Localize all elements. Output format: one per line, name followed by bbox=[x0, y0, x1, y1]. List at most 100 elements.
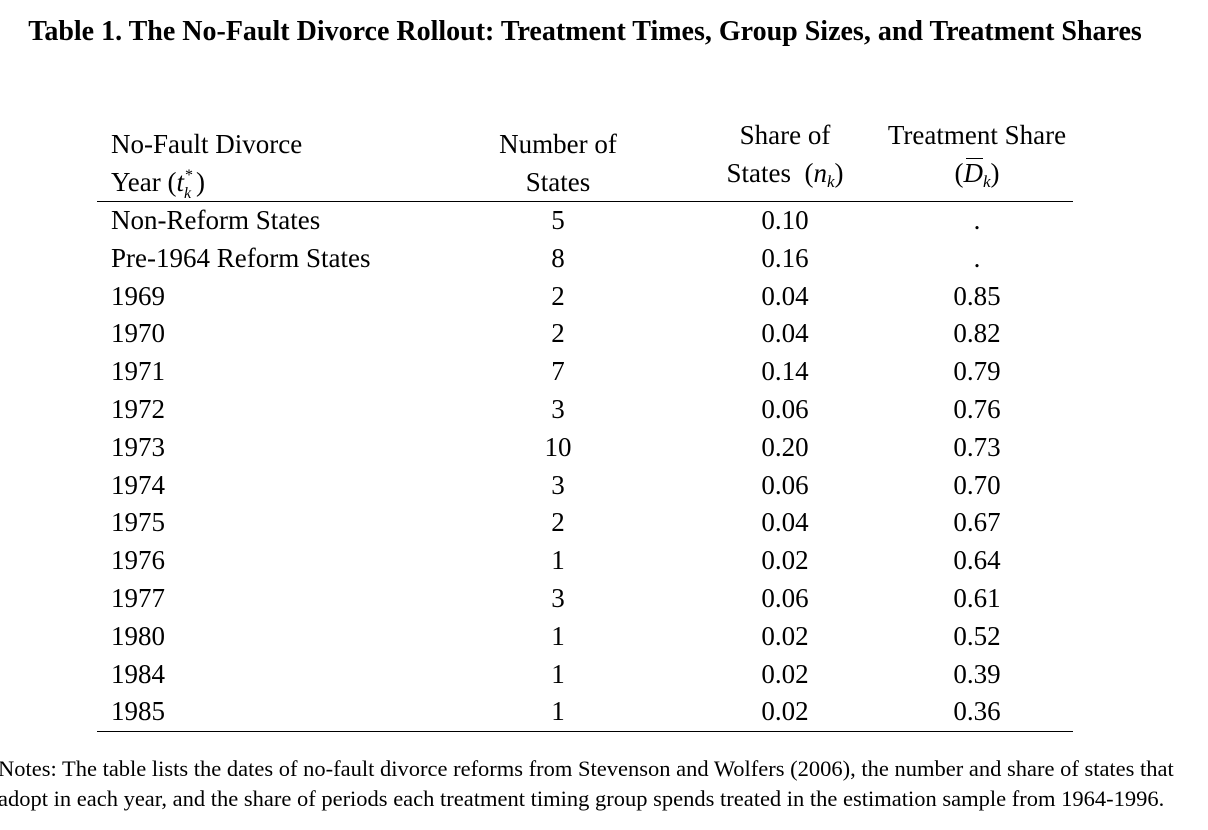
d-bar-symbol: D bbox=[963, 154, 983, 192]
row-share-cell: 0.02 bbox=[761, 545, 809, 576]
header-reform-year-close: ) bbox=[196, 167, 206, 197]
row-number-cell: 2 bbox=[551, 280, 565, 311]
row-label-cell: 1985 bbox=[97, 693, 417, 733]
row-label-cell: 1977 bbox=[111, 582, 165, 613]
row-share-cell: 0.06 bbox=[761, 582, 809, 613]
row-label-cell: Non-Reform States bbox=[111, 205, 321, 235]
table-row: 1980 1 0.02 0.52 bbox=[97, 618, 1073, 656]
row-treatment-cell: . bbox=[973, 242, 981, 273]
table-row: 1969 2 0.04 0.85 bbox=[97, 278, 1073, 316]
header-reform-year-line1: No-Fault Divorce bbox=[111, 129, 303, 159]
row-treatment-cell: 0.82 bbox=[953, 318, 1001, 349]
header-treatment-open: ( bbox=[954, 158, 964, 188]
row-label-cell: 1969 bbox=[111, 280, 165, 311]
header-share-line1: Share of bbox=[739, 120, 831, 150]
row-share-cell: 0.02 bbox=[761, 658, 809, 689]
header-number-line1: Number of bbox=[499, 129, 617, 159]
header-share-label: States bbox=[726, 158, 791, 188]
header-share-open: ( bbox=[804, 158, 814, 188]
row-number-cell: 1 bbox=[551, 545, 565, 576]
row-share-cell: 0.06 bbox=[761, 469, 809, 500]
header-reform-year-line2: Year (t * k) bbox=[111, 163, 417, 202]
row-number-cell: 1 bbox=[551, 620, 565, 651]
row-share-cell: 0.04 bbox=[761, 507, 809, 538]
table-row: 1974 3 0.06 0.70 bbox=[97, 467, 1073, 505]
row-treatment-cell: 0.61 bbox=[953, 582, 1001, 613]
n-symbol: n bbox=[813, 158, 827, 188]
row-number-cell: 1 bbox=[417, 693, 659, 733]
table-row: Non-Reform States 5 0.10. bbox=[97, 202, 1073, 240]
table-container: No-Fault Divorce Year (t * k) Number of St… bbox=[97, 116, 1073, 733]
row-number-cell: 5 bbox=[551, 205, 565, 235]
table-row: 1975 2 0.04 0.67 bbox=[97, 504, 1073, 542]
row-share-cell: 0.04 bbox=[761, 318, 809, 349]
header-share-of-states: Share of States (nk) bbox=[659, 116, 881, 202]
n-subscript: k bbox=[826, 172, 835, 191]
row-number-cell: 8 bbox=[551, 242, 565, 273]
row-treatment-cell: 0.64 bbox=[953, 545, 1001, 576]
header-share-close: ) bbox=[834, 158, 844, 188]
table-row: 1971 7 0.14 0.79 bbox=[97, 353, 1073, 391]
header-treatment-line1: Treatment Share bbox=[887, 120, 1067, 150]
row-share-cell: 0.02 bbox=[761, 620, 809, 651]
row-treatment-cell: 0.67 bbox=[953, 507, 1001, 538]
row-number-cell: 1 bbox=[551, 658, 565, 689]
row-treatment-cell: 0.70 bbox=[953, 469, 1001, 500]
row-number-cell: 2 bbox=[551, 507, 565, 538]
header-share-line2: States (nk) bbox=[689, 154, 881, 201]
table-body: Non-Reform States 5 0.10. Pre-1964 Reform S… bbox=[97, 202, 1073, 733]
row-number-cell: 3 bbox=[551, 469, 565, 500]
row-share-cell: 0.10 bbox=[761, 205, 809, 235]
table-notes: Notes: The table lists the dates of no-f… bbox=[0, 756, 1174, 811]
row-share-cell: 0.20 bbox=[761, 431, 809, 462]
table-row: 1977 3 0.06 0.61 bbox=[97, 580, 1073, 618]
t-star: * bbox=[185, 167, 194, 184]
row-label-cell: 1975 bbox=[111, 507, 165, 538]
header-treatment-close: ) bbox=[990, 158, 1000, 188]
row-label-cell: 1980 bbox=[111, 620, 165, 651]
table-row: 1970 2 0.04 0.82 bbox=[97, 315, 1073, 353]
row-share-cell: 0.06 bbox=[761, 393, 809, 424]
table-row: 1972 3 0.06 0.76 bbox=[97, 391, 1073, 429]
row-treatment-cell: 0.36 bbox=[881, 693, 1073, 733]
header-treatment-share: Treatment Share (Dk) bbox=[881, 116, 1073, 202]
row-number-cell: 10 bbox=[544, 431, 572, 462]
table-row: Pre-1964 Reform States 8 0.16. bbox=[97, 240, 1073, 278]
row-share-cell: 0.16 bbox=[761, 242, 809, 273]
row-treatment-cell: 0.39 bbox=[953, 658, 1001, 689]
table-row: 1976 1 0.02 0.64 bbox=[97, 542, 1073, 580]
t-symbol: t bbox=[176, 167, 185, 197]
table-row: 1973 10 0.20 0.73 bbox=[97, 429, 1073, 467]
header-number-line2: States bbox=[525, 167, 591, 197]
row-label-cell: 1970 bbox=[111, 318, 165, 349]
table-row: 1985 1 0.02 0.36 bbox=[97, 693, 1073, 733]
row-treatment-cell: 0.73 bbox=[953, 431, 1001, 462]
row-share-cell: 0.04 bbox=[761, 280, 809, 311]
row-treatment-cell: 0.76 bbox=[953, 393, 1001, 424]
row-treatment-cell: . bbox=[973, 205, 981, 235]
row-treatment-cell: 0.85 bbox=[953, 280, 1001, 311]
row-label-cell: 1974 bbox=[111, 469, 165, 500]
table-title: Table 1. The No-Fault Divorce Rollout: T… bbox=[28, 16, 1142, 47]
row-label-cell: 1973 bbox=[111, 431, 165, 462]
row-label-cell: 1971 bbox=[111, 356, 165, 387]
row-share-cell: 0.14 bbox=[761, 356, 809, 387]
row-number-cell: 3 bbox=[551, 582, 565, 613]
header-treatment-line2: (Dk) bbox=[881, 154, 1073, 201]
row-number-cell: 3 bbox=[551, 393, 565, 424]
row-treatment-cell: 0.79 bbox=[953, 356, 1001, 387]
row-label-cell: 1984 bbox=[111, 658, 165, 689]
table-header: No-Fault Divorce Year (t * k) Number of St… bbox=[97, 116, 1073, 202]
row-label-cell: Pre-1964 Reform States bbox=[111, 242, 371, 273]
row-number-cell: 2 bbox=[551, 318, 565, 349]
header-number-of-states: Number of States bbox=[417, 116, 659, 202]
rollout-table: No-Fault Divorce Year (t * k) Number of St… bbox=[97, 116, 1073, 733]
table-row: 1984 1 0.02 0.39 bbox=[97, 656, 1073, 694]
t-superscript-subscript: * k bbox=[184, 167, 196, 202]
t-subscript: k bbox=[184, 185, 192, 202]
row-label-cell: 1976 bbox=[111, 545, 165, 576]
header-reform-year-label: Year ( bbox=[111, 167, 177, 197]
header-reform-year: No-Fault Divorce Year (t * k) bbox=[97, 116, 417, 202]
row-share-cell: 0.02 bbox=[659, 693, 881, 733]
row-treatment-cell: 0.52 bbox=[953, 620, 1001, 651]
